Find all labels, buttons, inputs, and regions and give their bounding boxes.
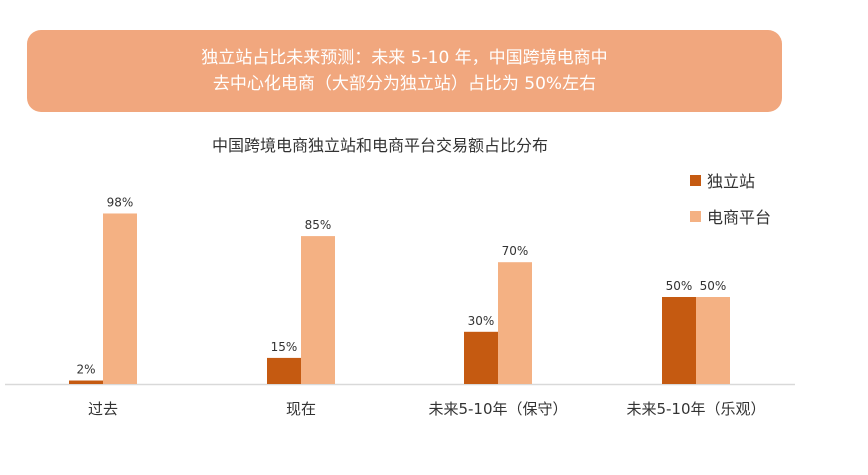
data-label-platform-2: 70% [502,244,529,258]
legend-label-platform: 电商平台 [707,208,772,227]
banner-line-1: 独立站占比未来预测：未来 5-10 年，中国跨境电商中 [201,48,608,68]
legend-item-independent: 独立站 [690,170,771,191]
bar-independent-3 [662,297,696,384]
data-label-independent-2: 30% [468,314,495,328]
legend-label-independent: 独立站 [707,172,756,191]
data-label-platform-0: 98% [107,195,134,209]
legend-item-platform: 电商平台 [690,206,772,227]
chart-title: 中国跨境电商独立站和电商平台交易额占比分布 [211,136,548,155]
banner-line-2: 去中心化电商（大部分为独立站）占比为 50%左右 [212,74,597,94]
bar-platform-3 [696,297,730,384]
bar-independent-1 [267,357,301,384]
bar-platform-1 [301,236,335,384]
category-label-0: 过去 [88,400,118,418]
legend-swatch-platform [690,210,701,222]
data-label-platform-3: 50% [700,279,727,293]
bar-platform-0 [103,213,137,384]
category-label-1: 现在 [286,400,316,418]
legend: 独立站 电商平台 [690,170,771,242]
bar-independent-2 [464,331,498,384]
bar-platform-2 [498,262,532,384]
data-label-platform-1: 85% [305,218,332,232]
legend-swatch-independent [690,174,701,186]
bar-independent-0 [69,380,103,384]
data-label-independent-1: 15% [271,340,298,354]
category-label-3: 未来5-10年（乐观） [626,400,765,418]
data-label-independent-3: 50% [666,279,693,293]
data-label-independent-0: 2% [76,363,95,377]
category-label-2: 未来5-10年（保守） [428,400,567,418]
headline-banner: 独立站占比未来预测：未来 5-10 年，中国跨境电商中 去中心化电商（大部分为独… [27,30,782,112]
